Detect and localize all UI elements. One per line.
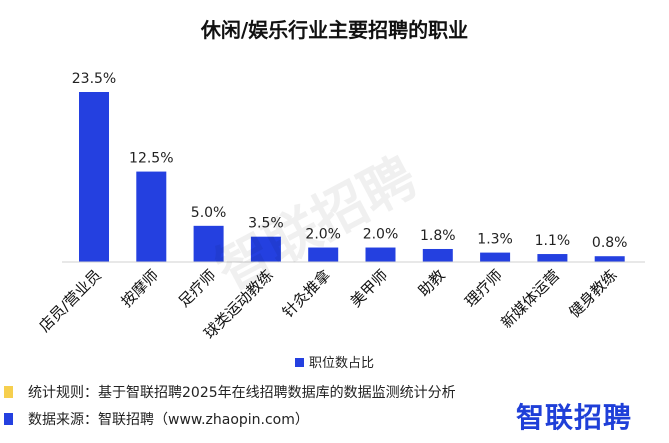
tick-label-8: 新媒体运营 [497, 266, 563, 332]
bar-4 [308, 248, 338, 262]
legend-swatch [295, 358, 304, 367]
bar-7 [480, 253, 510, 262]
data-label-0: 23.5% [72, 71, 116, 87]
data-label-1: 12.5% [129, 151, 173, 167]
data-label-8: 1.1% [535, 233, 571, 249]
tick-label-9: 健身教练 [565, 266, 620, 321]
source-marker-square [4, 413, 13, 425]
data-source-text: 数据来源：智联招聘（www.zhaopin.com） [28, 412, 309, 428]
data-label-5: 2.0% [363, 227, 399, 243]
zhaopin-logo: 智联招聘 [516, 396, 632, 436]
data-label-6: 1.8% [420, 228, 456, 244]
chart-legend: 职位数占比 [0, 352, 669, 371]
stat-rule-text: 统计规则：基于智联招聘2025年在线招聘数据库的数据监测统计分析 [28, 385, 456, 401]
bar-5 [366, 248, 396, 262]
tick-label-5: 美甲师 [347, 266, 392, 311]
data-label-2: 5.0% [191, 205, 227, 221]
labels-layer: 23.5%店员/营业员12.5%按摩师5.0%足疗师3.5%球类运动教练2.0%… [35, 71, 627, 342]
data-label-4: 2.0% [305, 227, 341, 243]
bar-3 [251, 237, 281, 262]
tick-label-0: 店员/营业员 [35, 266, 104, 335]
tick-label-2: 足疗师 [175, 266, 220, 311]
bar-6 [423, 249, 453, 262]
rule-marker-square [4, 386, 13, 398]
data-label-7: 1.3% [477, 232, 513, 248]
bar-9 [595, 256, 625, 262]
tick-label-7: 理疗师 [461, 266, 506, 311]
tick-label-4: 针灸推拿 [279, 266, 334, 321]
data-label-3: 3.5% [248, 216, 284, 232]
footer-data-source: 数据来源：智联招聘（www.zhaopin.com） [4, 411, 309, 429]
bar-0 [79, 92, 109, 262]
bar-8 [537, 254, 567, 262]
footer-stat-rule: 统计规则：基于智联招聘2025年在线招聘数据库的数据监测统计分析 [4, 384, 456, 402]
bar-2 [194, 226, 224, 262]
bar-1 [136, 172, 166, 262]
tick-label-1: 按摩师 [118, 266, 163, 311]
tick-label-6: 助教 [415, 266, 449, 300]
legend-label: 职位数占比 [309, 356, 374, 371]
data-label-9: 0.8% [592, 235, 628, 251]
